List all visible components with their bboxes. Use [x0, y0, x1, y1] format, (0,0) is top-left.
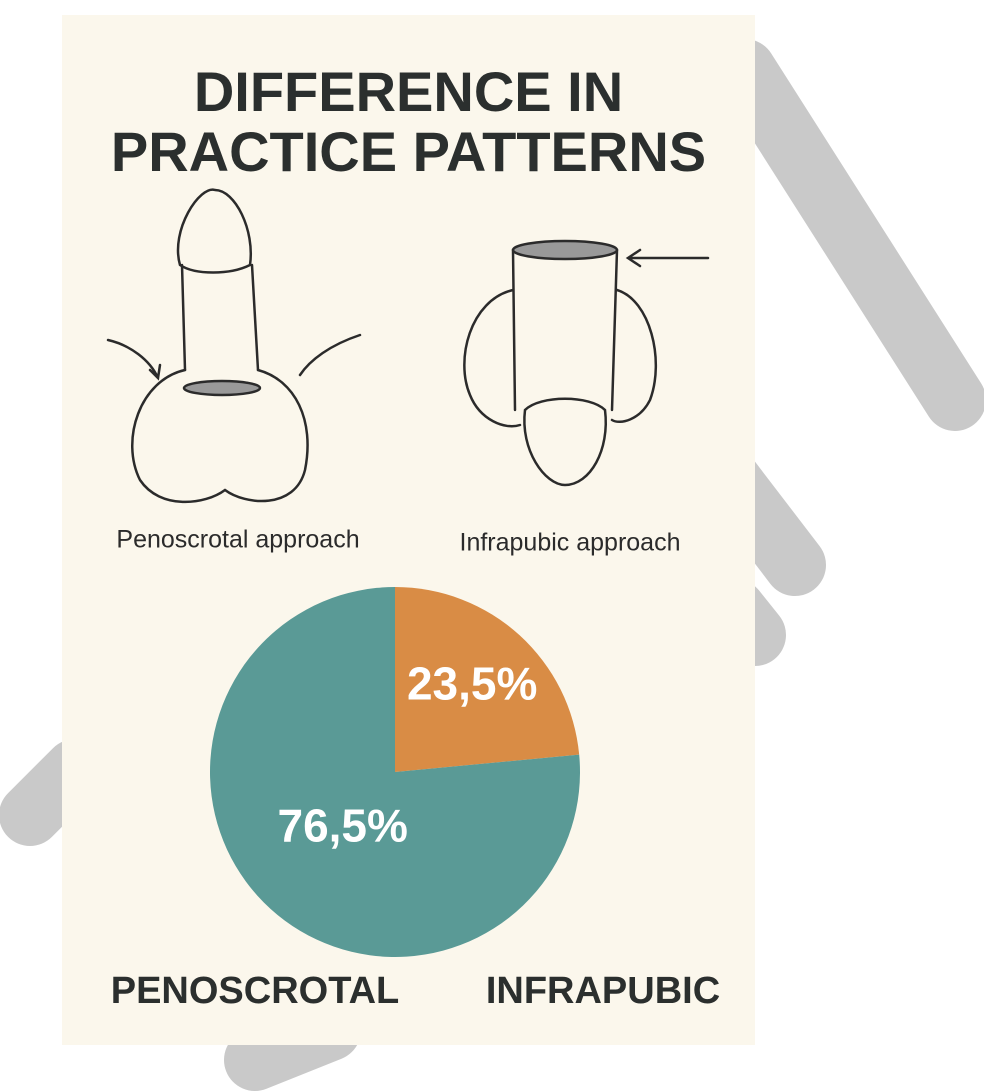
illustration-caption: Infrapubic approach	[460, 529, 681, 557]
chart-title: DIFFERENCE IN PRACTICE PATTERNS	[62, 62, 755, 182]
illustration-caption: Penoscrotal approach	[116, 526, 359, 554]
value-label: 76,5%	[277, 800, 407, 852]
page: Penoscrotal approach Infrapubic approach…	[0, 0, 984, 1092]
value-label: 23,5%	[407, 657, 537, 709]
pie: 23,5% 76,5%	[210, 587, 580, 957]
category-label: PENOSCROTAL	[111, 970, 400, 1012]
category-label: INFRAPUBIC	[486, 970, 720, 1012]
